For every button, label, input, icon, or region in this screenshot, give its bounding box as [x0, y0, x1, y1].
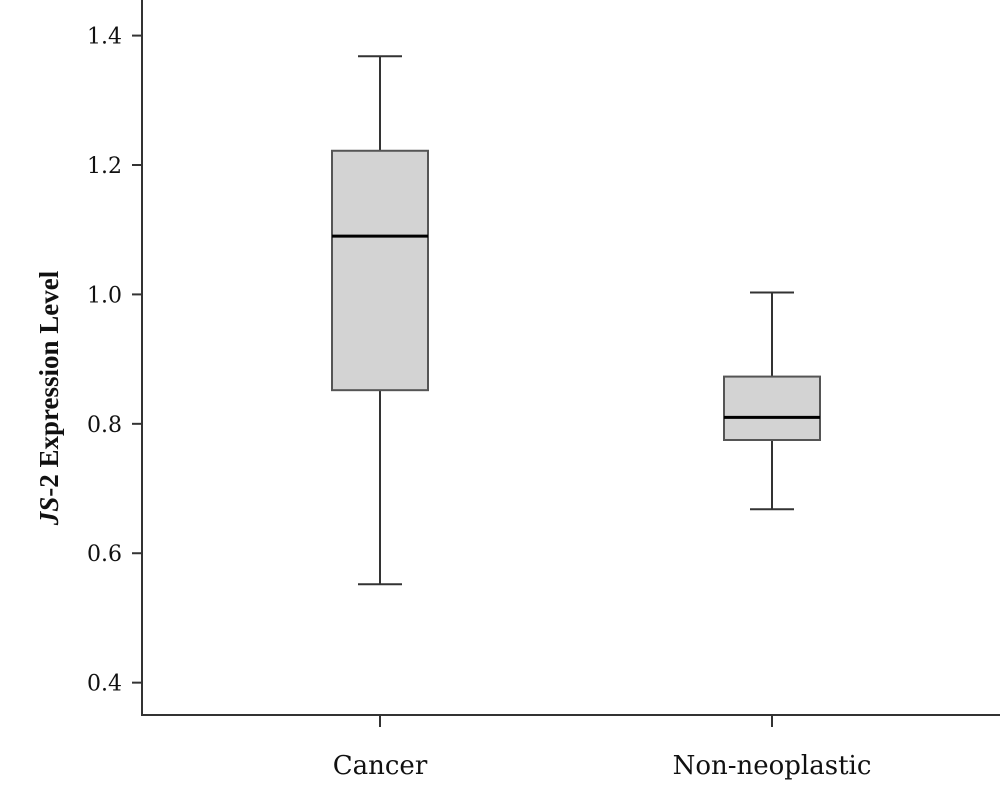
plot-area [331, 55, 821, 586]
y-axis-title-rest: -2 Expression Level [34, 270, 64, 497]
x-tick-label: Cancer [333, 751, 428, 781]
y-tick-label: 1.2 [87, 154, 122, 179]
y-tick-label: 0.4 [87, 672, 122, 697]
iqr-box [331, 149, 429, 392]
box-group [723, 291, 821, 511]
y-axis-title-italic: JS [34, 497, 64, 527]
box-group [331, 55, 429, 586]
y-axis-ticks: 0.4 0.6 0.8 1.0 1.2 1.4 [87, 25, 142, 697]
y-tick-label: 1.0 [87, 283, 122, 308]
y-tick-label: 0.8 [87, 413, 122, 438]
iqr-box [723, 375, 821, 441]
x-axis-ticks: Cancer Non-neoplastic [333, 715, 872, 781]
y-axis-title: JS-2 Expression Level [34, 270, 64, 526]
y-tick-label: 1.4 [87, 25, 122, 50]
y-tick-label: 0.6 [87, 542, 122, 567]
x-tick-label: Non-neoplastic [673, 751, 872, 781]
